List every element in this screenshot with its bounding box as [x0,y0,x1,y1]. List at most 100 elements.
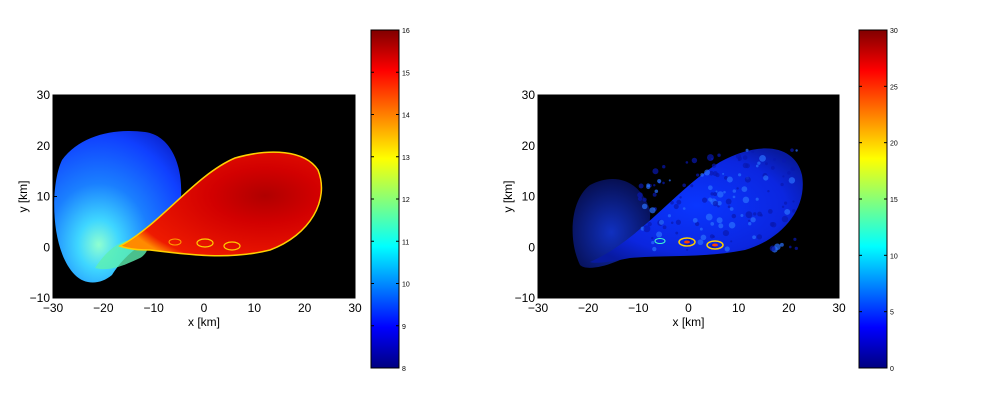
colorbar-tick-label: 13 [402,155,410,162]
x-tick-label: 20 [298,301,312,315]
vortex-3 [654,238,666,244]
speckle [727,205,731,209]
speckle [686,248,689,251]
speckle [782,158,787,163]
speckle [695,221,700,227]
x-tick-label: −10 [628,301,649,315]
y-axis-label: y [km] [501,181,515,213]
turbulence-speckles [637,148,798,253]
speckle [781,205,785,209]
speckle [782,175,785,178]
speckle [783,201,788,205]
speckle [652,168,659,175]
speckle [657,178,662,184]
speckle [708,170,714,176]
speckle [748,222,752,226]
speckle [717,200,722,206]
speckle [729,207,734,211]
speckle [668,179,671,182]
colorbar-tick-label: 8 [402,366,406,373]
speckle [757,211,762,217]
speckle [654,189,659,194]
speckle [745,211,753,219]
speckle [757,161,761,165]
x-tick-label: 30 [832,301,846,315]
speckle [753,212,757,216]
speckle [652,192,657,197]
speckle [788,245,792,249]
y-tick-label: −10 [30,291,51,305]
speckle [755,197,759,201]
y-tick-label: 30 [522,88,536,102]
speckle [699,227,703,231]
speckle [724,246,730,252]
colorbar-tick-label: 10 [402,282,410,289]
speckle [794,246,798,251]
speckle [780,182,784,187]
vortex-3 [168,238,182,246]
speckle [742,196,750,204]
teardrop-shell [590,148,803,263]
speckle [715,173,720,178]
speckle [728,221,736,229]
speckle [717,153,721,157]
speckle [641,203,648,210]
x-tick-label: 0 [685,301,692,315]
speckle [736,187,739,190]
speckle [675,219,681,225]
x-tick-label: 10 [248,301,262,315]
y-tick-label: 20 [522,139,536,153]
speckle [716,217,723,224]
speckle [730,240,733,243]
y-tick-label: 10 [522,190,536,204]
speckle [751,150,755,153]
speckle [784,208,791,215]
speckle [740,214,744,217]
speckle [646,183,651,188]
x-tick-label: −10 [143,301,164,315]
speckle [673,204,679,210]
colorbar-tick-label: 0 [890,366,894,373]
right-panel: −30 −20 −10 0 10 20 30 −10 0 10 20 30 x [km] y [km] 0… [501,28,898,373]
speckle [763,175,769,181]
colorbar-tick-label: 15 [890,197,898,204]
speckle [670,200,674,205]
speckle [685,161,689,164]
vortex-1 [678,237,696,247]
speckle [737,158,741,162]
colorbar-tick-label: 12 [402,197,410,204]
y-tick-label: −10 [515,291,536,305]
speckle [787,171,791,175]
speckle [735,153,742,159]
speckle [711,163,717,168]
colorbar-tick-label: 30 [890,28,898,35]
speckle [731,213,737,219]
speckle [710,192,714,196]
speckle [651,241,655,245]
speckle [696,173,700,177]
speckle [662,181,665,185]
x-tick-label: −20 [93,301,114,315]
speckle [752,235,757,240]
speckle [759,154,766,162]
teardrop-core [118,151,323,257]
speckle [675,231,679,235]
speckle [700,173,704,177]
speckle [779,242,784,247]
speckle [670,221,674,225]
speckle [724,176,728,180]
speckle [713,192,718,197]
speckle [750,217,756,223]
speckle [707,185,713,191]
speckle [653,184,656,187]
speckle [792,200,795,203]
speckle [742,155,748,160]
speckle [690,184,694,188]
y-tick-label: 0 [43,240,50,254]
speckle [792,209,796,213]
speckle [652,246,657,252]
speckle [767,189,770,193]
speckle [732,189,737,193]
vortex-1-core [684,240,690,244]
speckle [662,165,666,169]
